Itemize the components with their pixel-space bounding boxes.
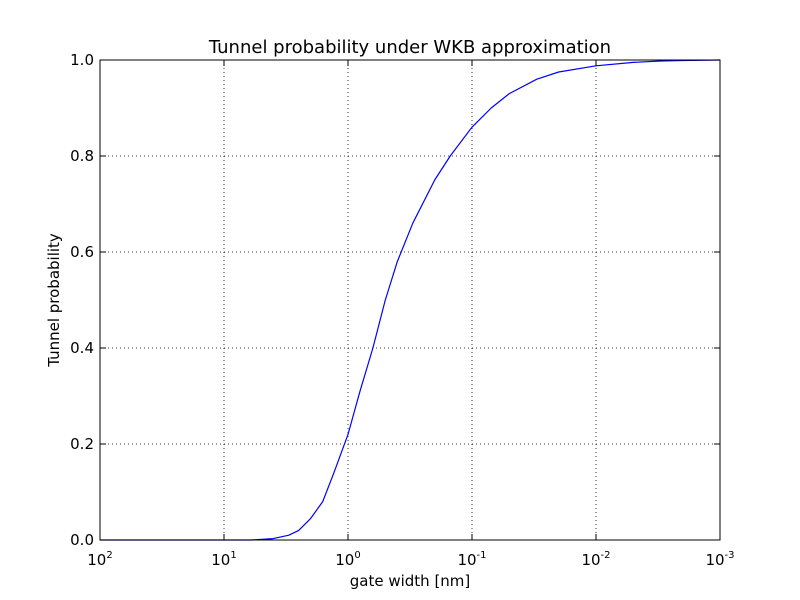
x-tick-label: 10-2 (581, 550, 610, 569)
series-layer (100, 59, 721, 541)
x-tick-label: 10-3 (705, 550, 734, 569)
x-tick-label: 10-1 (457, 550, 486, 569)
x-tick-label: 100 (335, 550, 360, 569)
y-tick-label: 0.6 (70, 243, 94, 261)
x-axis-label: gate width [nm] (350, 572, 471, 590)
chart-title: Tunnel probability under WKB approximati… (208, 37, 611, 58)
y-tick-label: 1.0 (70, 51, 94, 69)
y-tick-label: 0.0 (70, 531, 94, 549)
plot-frame (99, 59, 721, 541)
tick-labels: 102 101 100 10-1 10-2 10-3 0.0 0.2 0.4 0.6 0.8 1.0 (70, 51, 734, 569)
y-tick-label: 0.4 (70, 339, 94, 357)
x-tick-label: 101 (211, 550, 236, 569)
grid-lines (100, 60, 720, 540)
x-tick-label: 102 (87, 550, 112, 569)
ticks (99, 59, 721, 541)
y-tick-label: 0.2 (70, 435, 94, 453)
y-tick-label: 0.8 (70, 147, 94, 165)
series-line (100, 59, 721, 541)
y-axis-label: Tunnel probability (45, 233, 63, 368)
